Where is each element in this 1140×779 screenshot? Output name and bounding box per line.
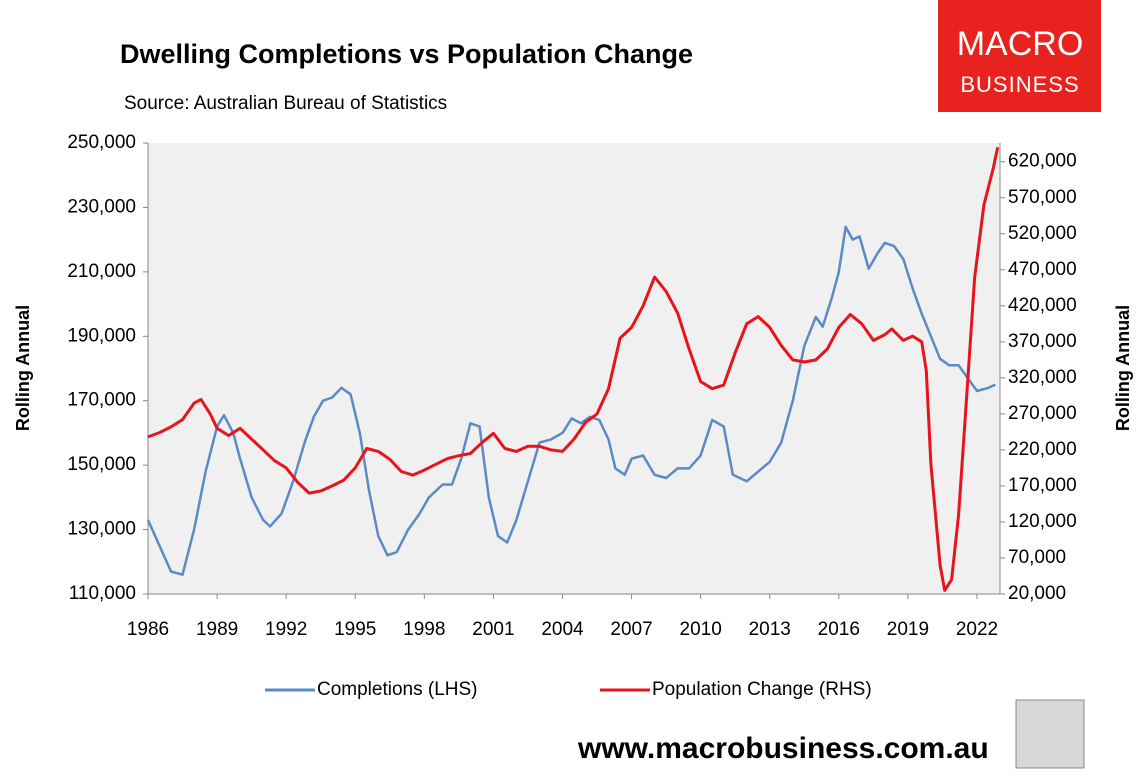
x-tick-label: 2004	[541, 619, 584, 640]
y2-axis-title: Rolling Annual	[1113, 305, 1133, 431]
y-tick-label: 150,000	[67, 454, 136, 475]
y2-tick-label: 620,000	[1008, 151, 1077, 172]
y-tick-label: 230,000	[67, 196, 136, 217]
y2-tick-label: 520,000	[1008, 223, 1077, 244]
plot-area	[148, 143, 1000, 594]
y2-tick-label: 20,000	[1008, 583, 1066, 604]
y2-tick-label: 420,000	[1008, 295, 1077, 316]
y2-tick-label: 370,000	[1008, 331, 1077, 352]
y2-tick-label: 320,000	[1008, 367, 1077, 388]
legend-label: Population Change (RHS)	[652, 679, 872, 700]
logo-icon	[1016, 700, 1084, 768]
x-tick-label: 2007	[610, 619, 652, 640]
y-tick-label: 190,000	[67, 325, 136, 346]
y-tick-label: 130,000	[67, 519, 136, 540]
y-tick-label: 170,000	[67, 390, 136, 411]
y-axis-title: Rolling Annual	[13, 305, 33, 431]
footer-url: www.macrobusiness.com.au	[577, 732, 989, 765]
y2-tick-label: 70,000	[1008, 547, 1066, 568]
x-tick-label: 2013	[749, 619, 791, 640]
x-tick-label: 2022	[956, 619, 998, 640]
chart: Dwelling Completions vs Population Chang…	[0, 0, 1140, 774]
logo-text: MACRO	[957, 25, 1084, 63]
y2-tick-label: 220,000	[1008, 439, 1077, 460]
legend-label: Completions (LHS)	[317, 679, 478, 700]
x-tick-label: 2019	[887, 619, 929, 640]
x-tick-label: 1986	[127, 619, 169, 640]
x-tick-label: 1998	[403, 619, 445, 640]
y2-tick-label: 470,000	[1008, 259, 1077, 280]
chart-subtitle: Source: Australian Bureau of Statistics	[124, 93, 447, 114]
y-tick-label: 210,000	[67, 261, 136, 282]
y2-tick-label: 170,000	[1008, 475, 1077, 496]
x-tick-label: 2016	[818, 619, 860, 640]
x-tick-label: 2010	[680, 619, 722, 640]
x-tick-label: 1989	[196, 619, 238, 640]
x-tick-label: 2001	[472, 619, 514, 640]
y-tick-label: 110,000	[69, 583, 136, 604]
y2-tick-label: 120,000	[1008, 511, 1077, 532]
y-tick-label: 250,000	[67, 132, 136, 153]
logo-text: BUSINESS	[960, 72, 1079, 97]
y2-tick-label: 570,000	[1008, 187, 1077, 208]
x-tick-label: 1995	[334, 619, 376, 640]
chart-title: Dwelling Completions vs Population Chang…	[120, 39, 693, 69]
x-tick-label: 1992	[265, 619, 307, 640]
y2-tick-label: 270,000	[1008, 403, 1077, 424]
